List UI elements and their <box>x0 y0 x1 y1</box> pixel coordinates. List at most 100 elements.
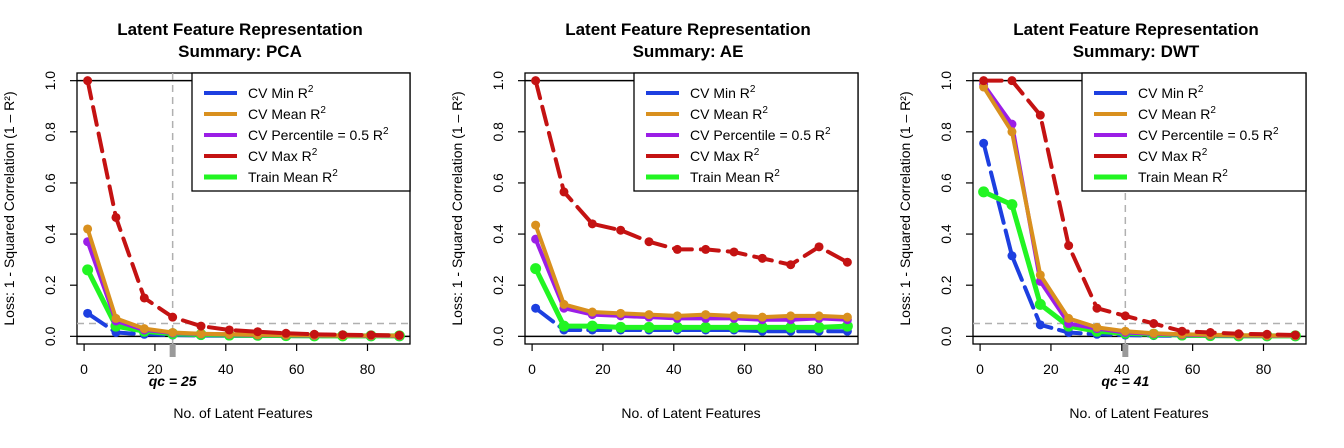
data-point-cv-max <box>1234 329 1244 339</box>
data-point-cv-max <box>786 260 796 270</box>
data-point-cv-max <box>394 330 404 340</box>
data-point-train-mean <box>586 320 598 332</box>
data-point-cv-max <box>644 237 654 247</box>
series-line-cv-mean <box>533 223 850 320</box>
y-tick-label: 0.8 <box>42 122 58 142</box>
data-point-cv-max <box>1092 303 1102 313</box>
legend-label-cv-mean: CV Mean R2 <box>1138 105 1216 122</box>
x-tick-label: 20 <box>595 361 611 377</box>
data-point-cv-max <box>1064 241 1074 251</box>
x-tick-label: 0 <box>528 361 536 377</box>
series-line-cv-mean <box>85 226 402 338</box>
series-line-cv-mean <box>981 85 1298 338</box>
data-point-cv-mean <box>786 311 796 321</box>
y-tick-label: 0.8 <box>490 122 506 142</box>
qc-label: qc = 25 <box>149 373 197 389</box>
y-tick-label: 0.4 <box>42 224 58 244</box>
x-tick-label: 60 <box>289 361 305 377</box>
data-point-cv-max <box>366 330 376 340</box>
data-point-train-mean <box>978 186 990 198</box>
data-point-cv-max <box>1262 329 1272 339</box>
data-point-train-mean <box>1006 199 1018 211</box>
data-point-cv-max <box>531 76 541 86</box>
data-point-cv-max <box>559 187 569 197</box>
x-axis-label: No. of Latent Features <box>1069 405 1208 421</box>
data-point-cv-max <box>83 76 93 86</box>
x-tick-label: 80 <box>1256 361 1272 377</box>
data-point-cv-mean <box>1007 127 1017 137</box>
y-tick-label: 1.0 <box>490 71 506 91</box>
data-point-cv-max <box>979 76 989 86</box>
data-point-cv-mean <box>701 310 711 320</box>
data-point-cv-mean <box>1092 322 1102 332</box>
data-point-train-mean <box>82 264 94 276</box>
data-point-cv-mean <box>1064 313 1074 323</box>
legend-label-cv-min: CV Min R2 <box>248 84 314 101</box>
legend-label-cv-mean: CV Mean R2 <box>690 105 768 122</box>
qc-label: qc = 41 <box>1101 373 1149 389</box>
x-tick-label: 40 <box>218 361 234 377</box>
y-tick-label: 0.4 <box>490 224 506 244</box>
y-tick-label: 0.2 <box>490 275 506 295</box>
data-point-cv-max <box>338 330 348 340</box>
data-point-cv-mean <box>111 313 121 323</box>
x-tick-label: 60 <box>737 361 753 377</box>
x-tick-label: 20 <box>147 361 163 377</box>
data-point-cv-max <box>281 328 291 338</box>
y-tick-label: 0.6 <box>490 173 506 193</box>
x-tick-label: 0 <box>976 361 984 377</box>
chart-subtitle: Summary: AE <box>633 42 744 61</box>
chart-title: Latent Feature Representation <box>1013 20 1259 39</box>
data-point-cv-min <box>83 308 93 318</box>
data-point-cv-mean <box>168 327 178 337</box>
data-point-cv-max <box>757 253 767 263</box>
legend-label-cv-min: CV Min R2 <box>1138 84 1204 101</box>
y-tick-label: 0.0 <box>42 326 58 346</box>
data-point-cv-max <box>729 247 739 257</box>
data-point-train-mean <box>530 263 542 275</box>
data-point-cv-mean <box>83 224 93 234</box>
data-point-cv-mean <box>1120 326 1130 336</box>
y-tick-label: 0.0 <box>938 326 954 346</box>
chart-subtitle: Summary: PCA <box>178 42 302 61</box>
chart-panel-2: Latent Feature Representation Summary: AE… <box>449 20 859 421</box>
y-tick-label: 0.8 <box>938 122 954 142</box>
chart-subtitle: Summary: DWT <box>1073 42 1200 61</box>
data-point-train-mean <box>728 321 740 333</box>
legend-label-cv-max: CV Max R2 <box>248 147 318 164</box>
x-tick-label: 80 <box>360 361 376 377</box>
data-point-train-mean <box>785 321 797 333</box>
data-point-cv-mean <box>729 311 739 321</box>
y-tick-label: 0.6 <box>938 173 954 193</box>
series-line-cv-max <box>533 78 850 267</box>
chart-title: Latent Feature Representation <box>117 20 363 39</box>
x-axis-label: No. of Latent Features <box>173 405 312 421</box>
data-point-cv-max <box>168 312 178 322</box>
data-point-cv-max <box>139 293 149 303</box>
data-point-cv-max <box>1205 327 1215 337</box>
data-point-cv-max <box>253 327 263 337</box>
legend-label-cv-pct: CV Percentile = 0.5 R2 <box>248 126 389 143</box>
y-tick-label: 0.2 <box>938 275 954 295</box>
data-point-cv-mean <box>644 310 654 320</box>
x-tick-label: 60 <box>1185 361 1201 377</box>
series-line-cv-max <box>85 78 402 338</box>
data-point-cv-mean <box>1035 270 1045 280</box>
series-line-cv-max <box>981 78 1298 338</box>
data-point-cv-min <box>979 138 989 148</box>
y-axis-label: Loss: 1 - Squared Correlation (1 – R²) <box>897 91 913 325</box>
y-axis-label: Loss: 1 - Squared Correlation (1 – R²) <box>449 91 465 325</box>
legend-label-cv-pct: CV Percentile = 0.5 R2 <box>1138 126 1279 143</box>
y-tick-label: 0.4 <box>938 224 954 244</box>
data-point-cv-mean <box>531 220 541 230</box>
data-point-cv-max <box>616 225 626 235</box>
data-point-cv-min <box>1035 320 1045 330</box>
data-point-cv-mean <box>757 312 767 322</box>
data-point-cv-mean <box>1149 328 1159 338</box>
legend-label-train-mean: Train Mean R2 <box>248 168 338 185</box>
data-point-train-mean <box>643 321 655 333</box>
data-point-cv-max <box>309 329 319 339</box>
series-line-cv-pct <box>85 239 402 338</box>
y-tick-label: 1.0 <box>42 71 58 91</box>
